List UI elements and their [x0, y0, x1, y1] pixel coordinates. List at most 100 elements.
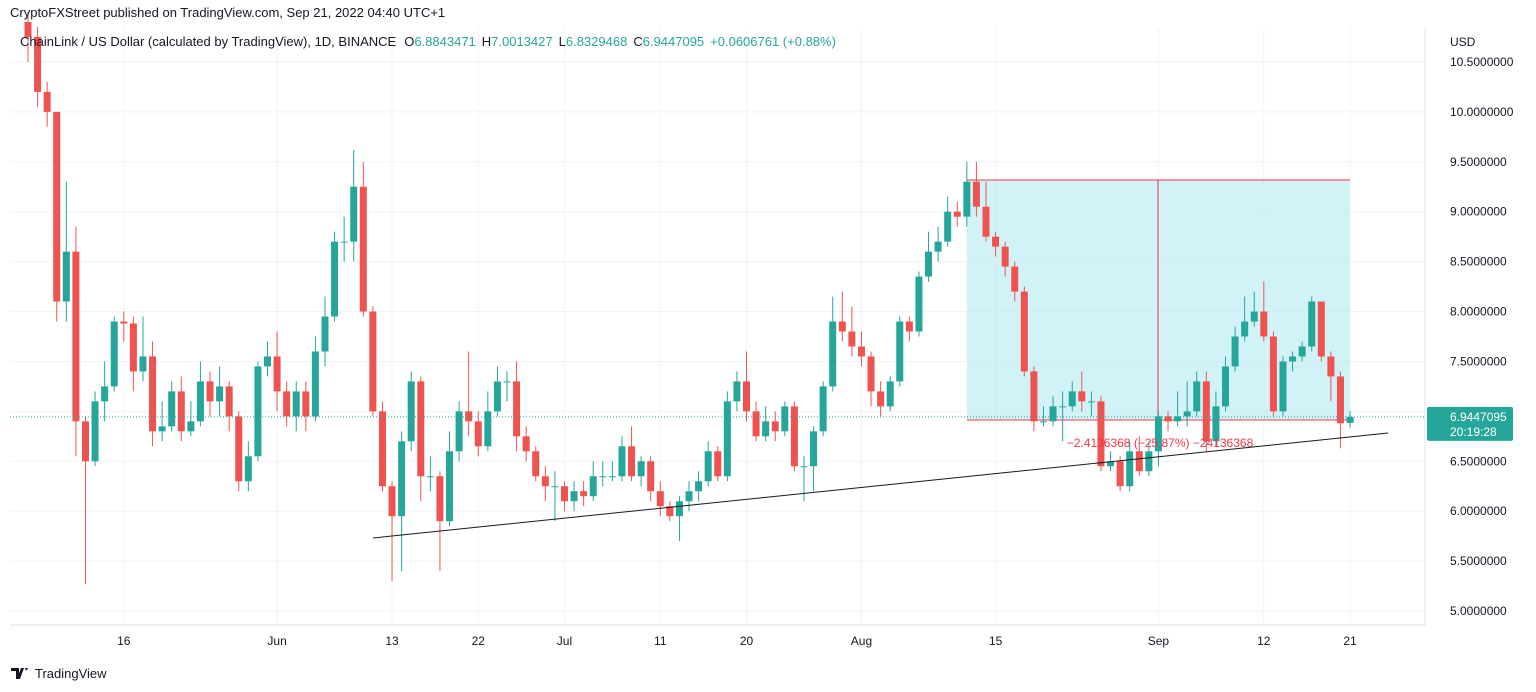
candle-body	[1241, 321, 1249, 337]
candle-body	[925, 251, 933, 277]
candle-body	[1174, 416, 1182, 422]
candle-body	[1030, 371, 1038, 422]
candle-body	[675, 501, 683, 517]
y-tick-label: 5.5000000	[1450, 554, 1507, 568]
candle-body	[982, 206, 990, 237]
y-tick-label: 7.5000000	[1450, 354, 1507, 368]
y-tick-label: 6.0000000	[1450, 504, 1507, 518]
candle-body	[1336, 376, 1344, 424]
candle-body	[608, 476, 616, 478]
candle-body	[340, 241, 348, 243]
x-tick-label: Sep	[1148, 634, 1170, 648]
candle-body	[580, 491, 588, 497]
candle-body	[695, 481, 703, 492]
candle-body	[589, 476, 597, 497]
candle-body	[62, 251, 70, 302]
candle-body	[331, 241, 339, 317]
candle-body	[398, 441, 406, 517]
publisher: CryptoFXStreet published on TradingView.…	[10, 5, 445, 20]
candle-body	[953, 211, 961, 217]
y-tick-label: 8.0000000	[1450, 305, 1507, 319]
candle-body	[72, 251, 80, 422]
candle-body	[1289, 356, 1297, 362]
candle-body	[762, 421, 770, 437]
candle-body	[656, 491, 664, 507]
candle-body	[187, 421, 195, 432]
candle-body	[781, 406, 789, 432]
candle-body	[110, 321, 118, 387]
candle-body	[838, 321, 846, 332]
candle-body	[1107, 461, 1115, 467]
candle-body	[264, 356, 271, 367]
candle-body	[963, 181, 971, 217]
candle-body	[522, 436, 530, 452]
ohlc-value: 6.8843471	[414, 34, 475, 49]
x-tick-label: Aug	[851, 634, 872, 648]
candle-body	[1212, 406, 1220, 442]
candle-body	[1231, 336, 1239, 367]
price-tag-box	[1427, 406, 1513, 441]
candle-body	[1049, 406, 1057, 422]
candle-body	[810, 431, 818, 467]
candle-body	[1298, 346, 1306, 357]
candle-body	[129, 323, 137, 372]
change: +0.0606761 (+0.88%)	[710, 34, 836, 49]
candle-body	[81, 421, 89, 462]
candle-body	[455, 411, 463, 452]
candle-body	[877, 391, 885, 407]
candle-body	[34, 36, 42, 92]
candle-body	[944, 211, 952, 242]
candle-body	[235, 416, 243, 482]
measure-label: −2.4136368 (−25.87%) −24136368	[1067, 436, 1254, 450]
candle-body	[637, 461, 645, 477]
candle-body	[541, 476, 549, 487]
candle-body	[857, 346, 865, 357]
candle-body	[1317, 301, 1325, 357]
ohlc-key: L	[559, 34, 566, 49]
candle-body	[436, 476, 444, 522]
candle-body	[273, 356, 281, 392]
x-tick-label: Jun	[267, 634, 286, 648]
candle-body	[743, 381, 750, 412]
candle-body	[867, 356, 875, 392]
trendline	[372, 432, 1389, 539]
x-tick-label: 13	[385, 634, 399, 648]
ohlc-key: C	[633, 34, 642, 49]
candle-body	[790, 406, 798, 467]
candle-body	[1087, 401, 1095, 403]
candle-body	[560, 486, 568, 502]
candle-body	[1145, 451, 1153, 472]
candle-body	[685, 491, 693, 502]
x-tick-label: 11	[654, 634, 667, 648]
candle-body	[91, 401, 99, 462]
candle-body	[484, 411, 492, 447]
candle-body	[417, 381, 425, 477]
candle-body	[723, 401, 731, 477]
candle-body	[244, 456, 252, 482]
candle-body	[905, 321, 913, 332]
candle-body	[1126, 451, 1134, 487]
candle-body	[1154, 416, 1162, 452]
legend: ChainLink / US Dollar (calculated by Tra…	[20, 34, 836, 49]
candle-body	[1279, 361, 1287, 412]
candle-body	[1078, 391, 1086, 402]
candle-body	[168, 391, 176, 427]
y-tick-label: 9.5000000	[1450, 155, 1507, 169]
candle-body	[503, 381, 511, 383]
candle-body	[1308, 301, 1316, 347]
x-tick-label: 20	[740, 634, 754, 648]
candle-body	[1020, 291, 1028, 372]
candle-body	[254, 366, 262, 457]
x-tick-label: 21	[1343, 634, 1357, 648]
candle-body	[972, 181, 980, 207]
candle-body	[513, 381, 521, 437]
candle-body	[369, 311, 377, 412]
candle-body	[829, 321, 837, 387]
candle-body	[493, 381, 501, 412]
candle-body	[407, 381, 415, 442]
candle-body	[1183, 411, 1191, 417]
candle-body	[196, 381, 204, 422]
candle-body	[733, 381, 741, 402]
